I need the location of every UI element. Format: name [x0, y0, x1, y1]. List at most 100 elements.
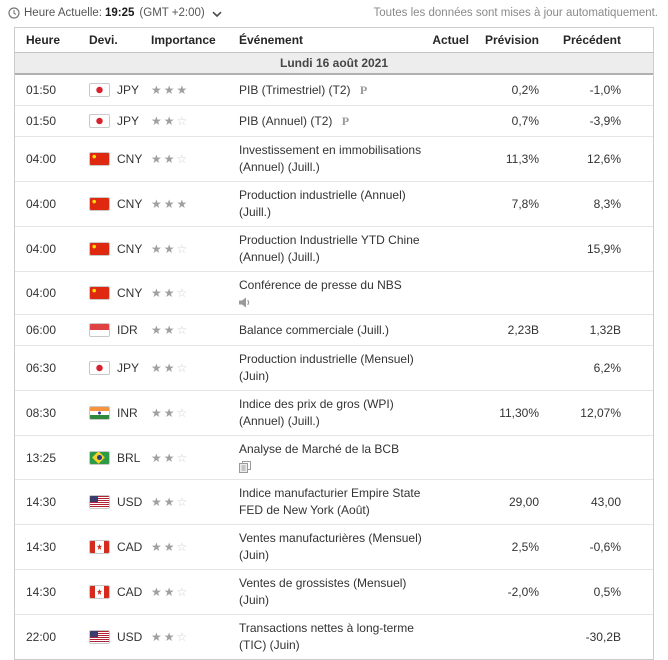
table-row[interactable]: 04:00 CNY ★★★ Production industrielle (A… — [15, 182, 653, 227]
clock-icon — [8, 7, 20, 19]
currency-code: CAD — [117, 540, 143, 554]
event-name[interactable]: PIB (Annuel) (T2) — [239, 113, 333, 128]
event-time: 01:50 — [26, 83, 57, 97]
table-row[interactable]: 14:30 CAD ★★☆ Ventes manufacturières (Me… — [15, 525, 653, 570]
star-empty-icon: ☆ — [176, 152, 190, 166]
importance-stars: ★★☆ — [145, 540, 231, 554]
forecast-value: 11,3% — [505, 152, 539, 166]
table-row[interactable]: 14:30 CAD ★★☆ Ventes de grossistes (Mens… — [15, 570, 653, 615]
star-filled-icon: ★ — [163, 114, 177, 128]
column-header-currency: Devi. — [89, 33, 118, 47]
table-row[interactable]: 01:50 JPY ★★★ PIB (Trimestriel) (T2) P 0… — [15, 75, 653, 106]
event-rows: 01:50 JPY ★★★ PIB (Trimestriel) (T2) P 0… — [15, 75, 653, 659]
table-row[interactable]: 22:00 USD ★★☆ Transactions nettes à long… — [15, 615, 653, 659]
event-time: 04:00 — [26, 286, 57, 300]
star-empty-icon: ☆ — [176, 242, 190, 256]
date-header: Lundi 16 août 2021 — [15, 53, 653, 75]
event-time: 13:25 — [26, 450, 57, 465]
star-empty-icon: ☆ — [176, 286, 190, 300]
currency-code: JPY — [117, 83, 140, 97]
previous-value: 6,2% — [593, 361, 621, 375]
event-name[interactable]: Investissement en immobilisations (Annue… — [239, 143, 422, 174]
event-name[interactable]: Ventes de grossistes (Mensuel) (Juin) — [239, 576, 407, 607]
table-row[interactable]: 06:30 JPY ★★☆ Production industrielle (M… — [15, 346, 653, 391]
auto-update-notice: Toutes les données sont mises à jour aut… — [373, 7, 658, 19]
importance-stars: ★★★ — [145, 197, 231, 211]
event-cell: Ventes de grossistes (Mensuel) (Juin) — [231, 570, 429, 614]
inr-flag-icon — [89, 406, 110, 420]
star-filled-icon: ★ — [151, 152, 164, 166]
event-name[interactable]: Conférence de presse du NBS — [239, 278, 402, 292]
event-name[interactable]: Production industrielle (Annuel) (Juill.… — [239, 188, 406, 219]
event-name[interactable]: PIB (Trimestriel) (T2) — [239, 82, 351, 97]
event-name[interactable]: Analyse de Marché de la BCB — [239, 442, 400, 456]
star-filled-icon: ★ — [176, 197, 190, 211]
event-time: 14:30 — [26, 540, 57, 554]
table-row[interactable]: 08:30 INR ★★☆ Indice des prix de gros (W… — [15, 391, 653, 436]
previous-value: 15,9% — [586, 242, 621, 256]
star-empty-icon: ☆ — [176, 114, 190, 128]
previous-value: -0,6% — [589, 540, 621, 554]
event-name[interactable]: Ventes manufacturières (Mensuel) (Juin) — [239, 531, 422, 562]
importance-stars: ★★☆ — [145, 585, 231, 599]
event-cell: PIB (Annuel) (T2) P — [231, 108, 429, 135]
table-row[interactable]: 13:25 BRL ★★☆ Analyse de Marché de la BC… — [15, 436, 653, 480]
importance-stars: ★★☆ — [145, 630, 231, 644]
table-row[interactable]: 04:00 CNY ★★☆ Conférence de presse du NB… — [15, 272, 653, 315]
previous-value: 12,07% — [580, 406, 621, 420]
currency-code: CAD — [117, 585, 143, 599]
currency-cell: CNY — [85, 197, 145, 211]
event-time: 08:30 — [26, 406, 57, 420]
table-row[interactable]: 14:30 USD ★★☆ Indice manufacturier Empir… — [15, 480, 653, 525]
event-name[interactable]: Transactions nettes à long-terme (TIC) (… — [239, 621, 414, 652]
importance-stars: ★★☆ — [145, 152, 231, 166]
star-filled-icon: ★ — [151, 630, 164, 644]
current-time-label: Heure Actuelle: — [24, 7, 102, 19]
event-time: 22:00 — [26, 630, 57, 644]
star-filled-icon: ★ — [163, 450, 177, 465]
column-header-time: Heure — [26, 33, 61, 47]
table-row[interactable]: 01:50 JPY ★★☆ PIB (Annuel) (T2) P 0,7% -… — [15, 106, 653, 137]
currency-cell: CAD — [85, 585, 145, 599]
importance-stars: ★★☆ — [145, 286, 231, 300]
table-row[interactable]: 06:00 IDR ★★☆ Balance commerciale (Juill… — [15, 315, 653, 346]
event-name[interactable]: Production Industrielle YTD Chine (Annue… — [239, 233, 420, 264]
star-empty-icon: ☆ — [176, 540, 190, 554]
event-name[interactable]: Balance commerciale (Juill.) — [239, 322, 390, 337]
previous-value: 0,5% — [593, 585, 621, 599]
event-time: 06:30 — [26, 361, 57, 375]
star-filled-icon: ★ — [163, 197, 177, 211]
column-header-previous: Précédent — [562, 33, 621, 47]
timezone-selector[interactable]: Heure Actuelle: 19:25 (GMT +2:00) — [8, 7, 222, 19]
currency-cell: IDR — [85, 323, 145, 337]
star-filled-icon: ★ — [163, 152, 177, 166]
star-filled-icon: ★ — [163, 83, 177, 97]
star-filled-icon: ★ — [151, 323, 164, 337]
event-cell: Conférence de presse du NBS — [231, 272, 429, 314]
event-time: 04:00 — [26, 197, 57, 211]
star-filled-icon: ★ — [163, 495, 177, 509]
cad-flag-icon — [89, 540, 110, 554]
star-empty-icon: ☆ — [176, 585, 190, 599]
event-name[interactable]: Indice manufacturier Empire State FED de… — [239, 486, 421, 517]
event-name[interactable]: Indice des prix de gros (WPI) (Annuel) (… — [239, 397, 394, 428]
star-filled-icon: ★ — [151, 495, 164, 509]
table-row[interactable]: 04:00 CNY ★★☆ Production Industrielle YT… — [15, 227, 653, 272]
forecast-value: 0,2% — [511, 83, 539, 97]
event-time: 14:30 — [26, 495, 57, 509]
chevron-down-icon[interactable] — [212, 11, 222, 18]
usd-flag-icon — [89, 630, 110, 644]
currency-code: CNY — [117, 242, 143, 256]
currency-code: USD — [117, 495, 143, 509]
event-name[interactable]: Production industrielle (Mensuel) (Juin) — [239, 352, 414, 383]
forecast-value: 7,8% — [511, 197, 539, 211]
event-cell: Production industrielle (Mensuel) (Juin) — [231, 346, 429, 390]
jpy-flag-icon — [89, 361, 110, 375]
star-filled-icon: ★ — [163, 406, 177, 420]
report-icon — [239, 461, 423, 474]
current-time-value: 19:25 — [105, 7, 135, 19]
star-filled-icon: ★ — [151, 450, 164, 465]
economic-calendar-table: Heure Devi. Importance Événement Actuel … — [14, 27, 654, 660]
event-time: 04:00 — [26, 152, 57, 166]
table-row[interactable]: 04:00 CNY ★★☆ Investissement en immobili… — [15, 137, 653, 182]
